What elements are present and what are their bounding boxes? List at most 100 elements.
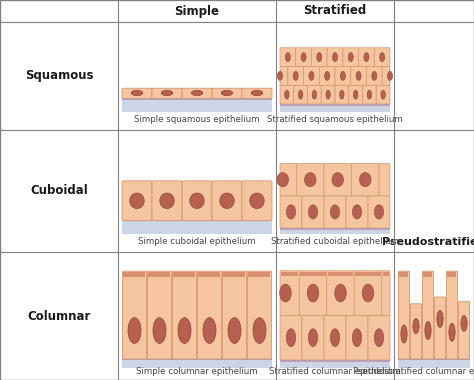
Bar (199, 272, 220, 277)
Text: Stratified cuboidal epithelium: Stratified cuboidal epithelium (271, 238, 399, 247)
Bar (122, 219, 272, 221)
FancyBboxPatch shape (222, 271, 246, 359)
Ellipse shape (277, 71, 283, 81)
Ellipse shape (178, 318, 191, 344)
FancyBboxPatch shape (335, 85, 349, 104)
FancyBboxPatch shape (321, 85, 335, 104)
Ellipse shape (340, 71, 346, 81)
Bar (280, 228, 390, 230)
Bar (122, 358, 272, 360)
Ellipse shape (381, 90, 385, 99)
FancyBboxPatch shape (410, 304, 421, 359)
Ellipse shape (330, 329, 339, 347)
Ellipse shape (449, 323, 455, 341)
Text: Stratified squamous epithelium: Stratified squamous epithelium (267, 116, 403, 125)
FancyBboxPatch shape (280, 271, 299, 315)
Ellipse shape (190, 193, 204, 209)
Ellipse shape (374, 205, 383, 219)
FancyBboxPatch shape (147, 271, 172, 359)
FancyBboxPatch shape (152, 88, 182, 98)
Bar (122, 358, 272, 368)
FancyBboxPatch shape (311, 48, 327, 66)
Bar (447, 272, 456, 277)
FancyBboxPatch shape (242, 181, 272, 221)
Ellipse shape (340, 90, 344, 99)
Ellipse shape (354, 90, 358, 99)
FancyBboxPatch shape (399, 271, 410, 359)
Bar (398, 358, 470, 360)
FancyBboxPatch shape (280, 196, 302, 228)
Text: Pseudostratified: Pseudostratified (383, 237, 474, 247)
Ellipse shape (293, 71, 298, 81)
Ellipse shape (286, 329, 296, 347)
Bar (423, 272, 432, 277)
FancyBboxPatch shape (280, 315, 302, 360)
Bar (280, 359, 390, 362)
Ellipse shape (250, 193, 264, 209)
Ellipse shape (332, 173, 344, 187)
Ellipse shape (352, 329, 362, 347)
Text: Squamous: Squamous (25, 70, 93, 82)
FancyBboxPatch shape (327, 271, 354, 315)
FancyBboxPatch shape (366, 66, 382, 85)
Bar (280, 228, 390, 234)
Ellipse shape (280, 284, 292, 302)
Ellipse shape (317, 52, 322, 62)
Bar (148, 272, 171, 277)
Ellipse shape (380, 52, 385, 62)
FancyBboxPatch shape (351, 66, 366, 85)
FancyBboxPatch shape (302, 315, 324, 360)
FancyBboxPatch shape (299, 271, 327, 315)
Ellipse shape (461, 316, 467, 331)
FancyBboxPatch shape (382, 271, 390, 315)
FancyBboxPatch shape (368, 196, 390, 228)
Ellipse shape (251, 90, 263, 96)
Ellipse shape (299, 90, 303, 99)
Bar (281, 272, 298, 276)
Text: Simple cuboidal epithelium: Simple cuboidal epithelium (138, 238, 256, 247)
FancyBboxPatch shape (247, 271, 272, 359)
FancyBboxPatch shape (324, 163, 352, 196)
Ellipse shape (352, 205, 362, 219)
FancyBboxPatch shape (354, 271, 382, 315)
Ellipse shape (348, 52, 353, 62)
Ellipse shape (191, 90, 203, 96)
Ellipse shape (437, 310, 443, 327)
Bar (280, 360, 390, 368)
Ellipse shape (253, 318, 266, 344)
Ellipse shape (374, 329, 383, 347)
FancyBboxPatch shape (324, 196, 346, 228)
Ellipse shape (356, 71, 361, 81)
Ellipse shape (326, 90, 330, 99)
FancyBboxPatch shape (297, 163, 324, 196)
Bar (122, 219, 272, 234)
Bar (280, 104, 390, 112)
Ellipse shape (301, 52, 306, 62)
FancyBboxPatch shape (324, 315, 346, 360)
Ellipse shape (277, 173, 289, 187)
Ellipse shape (285, 90, 289, 99)
FancyBboxPatch shape (458, 301, 470, 359)
Ellipse shape (309, 71, 314, 81)
Text: Simple squamous epithelium: Simple squamous epithelium (134, 116, 260, 125)
Text: Simple: Simple (174, 5, 219, 17)
FancyBboxPatch shape (294, 85, 308, 104)
FancyBboxPatch shape (302, 196, 324, 228)
Ellipse shape (221, 90, 233, 96)
Ellipse shape (161, 90, 173, 96)
Ellipse shape (312, 90, 317, 99)
FancyBboxPatch shape (212, 88, 242, 98)
FancyBboxPatch shape (182, 88, 212, 98)
Ellipse shape (413, 318, 419, 334)
FancyBboxPatch shape (296, 48, 311, 66)
Ellipse shape (153, 318, 166, 344)
FancyBboxPatch shape (358, 48, 374, 66)
FancyBboxPatch shape (374, 48, 390, 66)
FancyBboxPatch shape (363, 85, 376, 104)
Ellipse shape (372, 71, 377, 81)
FancyBboxPatch shape (422, 271, 434, 359)
Bar (124, 272, 146, 277)
Ellipse shape (330, 205, 339, 219)
FancyBboxPatch shape (327, 48, 343, 66)
Text: Stratified: Stratified (303, 5, 366, 17)
